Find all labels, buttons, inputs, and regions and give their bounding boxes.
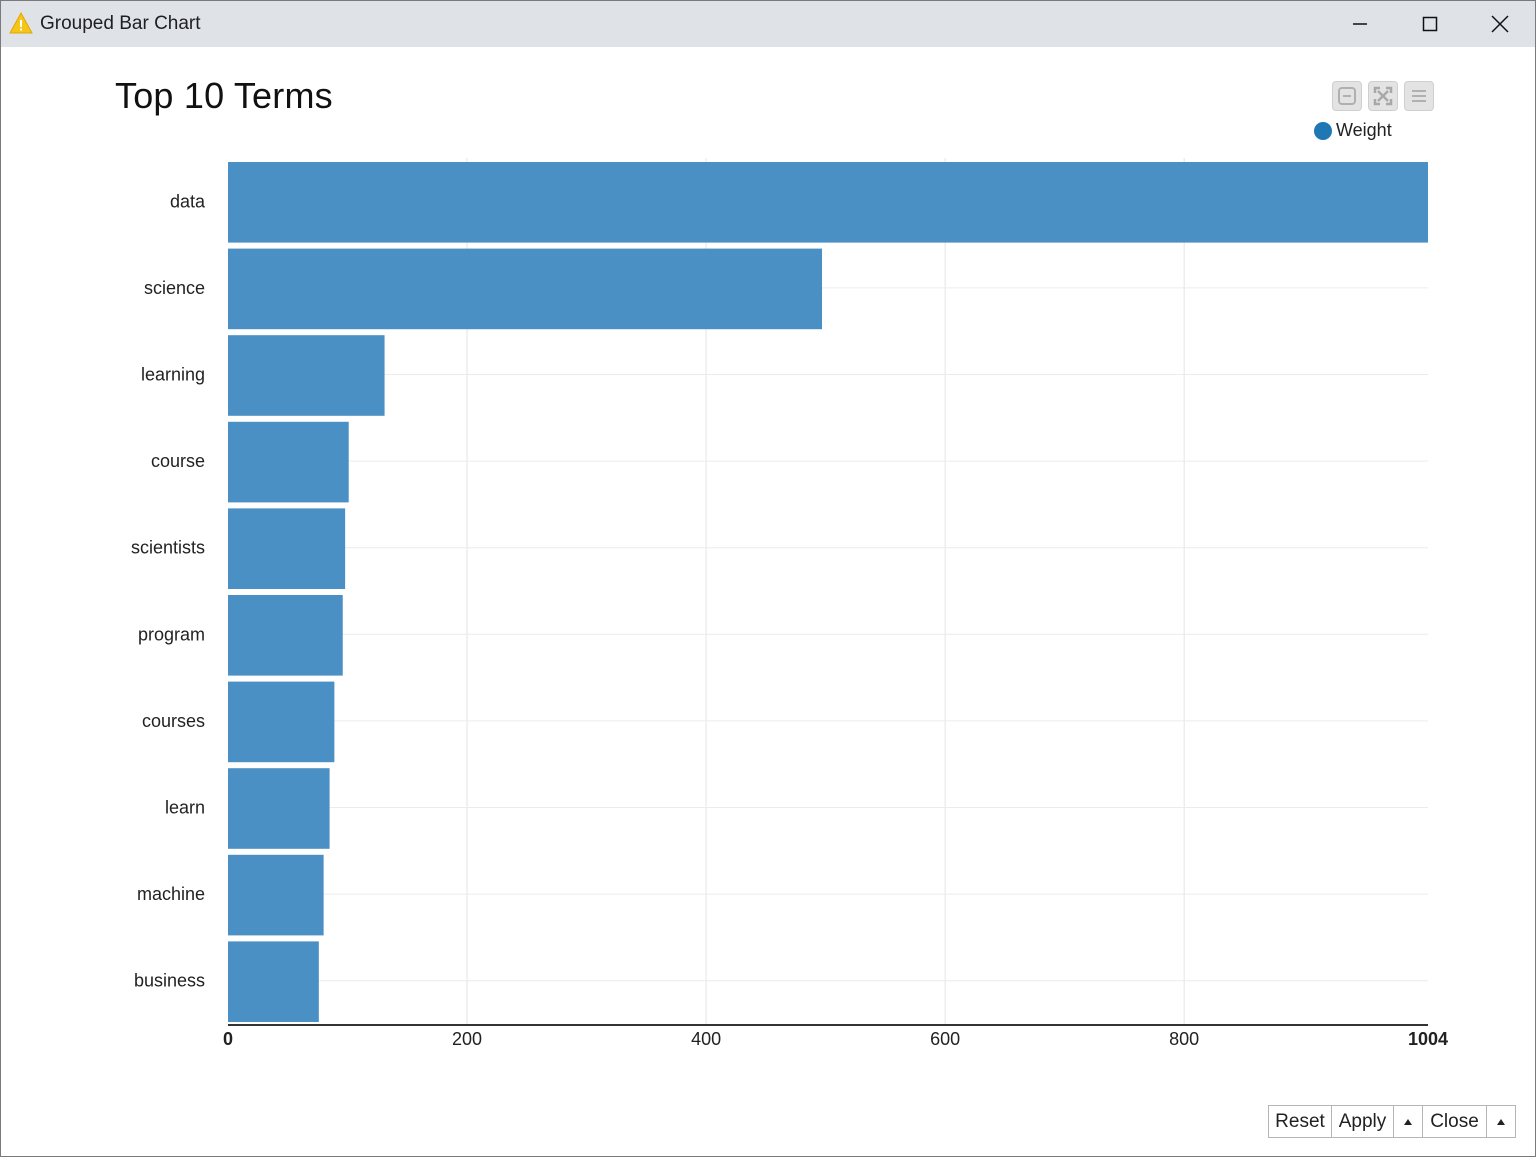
chart-title: Top 10 Terms — [115, 75, 333, 116]
chart-legend[interactable]: Weight — [1314, 120, 1392, 141]
bar-program — [228, 595, 343, 676]
maximize-button[interactable] — [1395, 1, 1465, 47]
title-bar: Grouped Bar Chart — [1, 1, 1535, 47]
category-label: data — [170, 191, 206, 211]
bar-learning — [228, 335, 385, 416]
menu-icon — [1412, 90, 1426, 102]
maximize-icon — [1422, 16, 1438, 32]
category-label: courses — [142, 711, 205, 731]
x-tick-label: 400 — [691, 1029, 721, 1049]
apply-dropdown-button[interactable] — [1394, 1105, 1423, 1138]
window-title: Grouped Bar Chart — [40, 13, 201, 34]
bar-courses — [228, 681, 335, 763]
category-label: business — [134, 971, 205, 991]
category-label: learning — [141, 365, 205, 385]
x-tick-label: 0 — [223, 1029, 233, 1049]
caret-up-icon — [1497, 1118, 1505, 1125]
category-label: scientists — [131, 538, 205, 558]
zoom-reset-icon — [1338, 87, 1356, 105]
x-tick-label: 800 — [1169, 1029, 1199, 1049]
menu-button[interactable] — [1404, 81, 1434, 111]
bar-learn — [228, 768, 330, 849]
fullscreen-button[interactable] — [1368, 81, 1398, 111]
category-label: course — [151, 451, 205, 471]
caret-up-icon — [1404, 1118, 1412, 1125]
close-button[interactable]: Close — [1423, 1105, 1487, 1138]
close-dropdown-button[interactable] — [1487, 1105, 1516, 1138]
bar-machine — [228, 854, 324, 936]
bar-data — [228, 162, 1428, 243]
fullscreen-icon — [1373, 86, 1393, 106]
category-label: machine — [137, 884, 205, 904]
minimize-icon — [1353, 23, 1367, 25]
reset-button[interactable]: Reset — [1268, 1105, 1332, 1138]
x-tick-label: 1004 — [1408, 1029, 1448, 1049]
legend-label: Weight — [1336, 120, 1392, 140]
close-icon — [1491, 15, 1509, 33]
bar-science — [228, 248, 823, 330]
warning-triangle-icon — [9, 12, 33, 34]
minimize-button[interactable] — [1325, 1, 1395, 47]
dialog-footer: Reset Apply Close — [1268, 1105, 1516, 1138]
bar-course — [228, 421, 349, 503]
x-tick-label: 600 — [930, 1029, 960, 1049]
bar-business — [228, 941, 319, 1022]
x-tick-label: 200 — [452, 1029, 482, 1049]
category-label: learn — [165, 798, 205, 818]
zoom-reset-button[interactable] — [1332, 81, 1362, 111]
apply-button[interactable]: Apply — [1332, 1105, 1394, 1138]
bar-scientists — [228, 508, 346, 589]
category-label: science — [144, 278, 205, 298]
bar-chart: data science learning course scientists progr… — [131, 158, 1448, 1049]
close-window-button[interactable] — [1465, 1, 1535, 47]
category-label: program — [138, 624, 205, 644]
legend-swatch — [1314, 121, 1332, 140]
